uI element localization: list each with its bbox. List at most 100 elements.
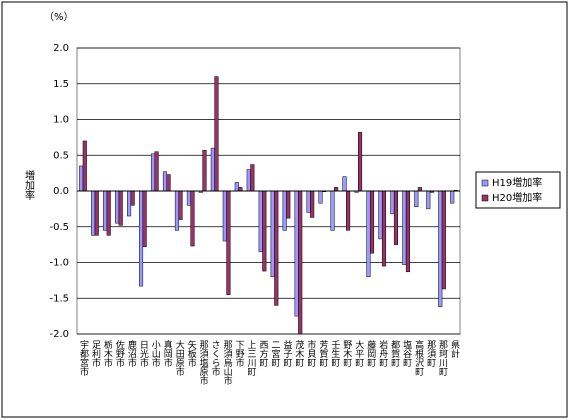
x-tick-label: 塩谷町 <box>401 339 412 367</box>
legend-swatch <box>481 179 489 187</box>
bar <box>190 190 195 247</box>
legend-label: H19増加率 <box>492 176 542 189</box>
bar <box>417 187 422 192</box>
x-tick-label: 栃木市 <box>102 339 113 368</box>
x-tick-label: 宇都宮市 <box>78 339 89 377</box>
x-tick-label: 県計 <box>449 340 460 359</box>
bar <box>226 190 231 295</box>
bar <box>238 187 243 192</box>
x-tick-label: 大平町 <box>353 339 364 367</box>
x-tick-label: 日光市 <box>138 340 149 368</box>
x-tick-label: 高根沢町 <box>413 339 424 376</box>
y-tick-label: 0.5 <box>53 150 69 161</box>
bar <box>358 132 363 192</box>
bar <box>130 190 135 206</box>
bar <box>154 151 159 192</box>
x-tick-label: 都賀町 <box>389 340 400 367</box>
bar <box>118 190 123 226</box>
bar <box>115 190 120 224</box>
x-tick-label: 二宮町 <box>269 340 280 367</box>
bar <box>426 190 431 210</box>
x-tick-label: 芳賀町 <box>317 339 328 367</box>
bar <box>381 190 387 267</box>
y-tick-label: 0.0 <box>53 186 69 197</box>
bar <box>270 190 275 278</box>
bar <box>178 190 183 220</box>
bar <box>258 190 263 253</box>
y-tick-label: 2.0 <box>53 43 69 54</box>
bar <box>82 140 87 192</box>
x-tick-label: さくら市 <box>210 340 221 377</box>
y-tick-label: 1.5 <box>53 79 69 90</box>
bar <box>103 190 108 231</box>
bar <box>402 190 407 265</box>
bar <box>298 190 303 335</box>
bar <box>174 190 179 231</box>
bar <box>294 190 299 317</box>
x-tick-label: 足利市 <box>90 340 101 368</box>
x-tick-label: 那須町 <box>425 340 436 367</box>
bar <box>274 190 279 306</box>
x-tick-label: 上三川町 <box>246 340 257 376</box>
legend-swatch <box>481 194 489 202</box>
y-tick-label: 1.0 <box>53 115 69 126</box>
bar <box>450 190 455 204</box>
x-tick-label: 佐野市 <box>114 339 125 368</box>
bar <box>414 190 419 207</box>
bar <box>330 190 335 231</box>
unit-label: （%） <box>44 11 74 23</box>
bar <box>214 76 219 192</box>
x-tick-label: 矢板市 <box>186 339 197 368</box>
y-tick-label: -0.5 <box>49 222 69 233</box>
x-tick-label: 市貝町 <box>305 339 316 367</box>
bar <box>262 190 267 272</box>
y-tick-label: -2.0 <box>49 329 69 340</box>
x-tick-label: 小山市 <box>150 340 161 368</box>
bar <box>234 182 239 192</box>
bar <box>106 190 111 236</box>
bar <box>366 190 371 278</box>
x-tick-label: 藤岡町 <box>365 339 376 367</box>
x-tick-label: 壬生町 <box>329 340 340 367</box>
bar <box>186 190 191 206</box>
bar <box>310 190 315 218</box>
bar <box>91 190 96 236</box>
bar <box>94 190 99 236</box>
bar <box>246 169 251 192</box>
bar <box>306 190 311 213</box>
bar <box>210 147 215 192</box>
bar <box>202 149 207 192</box>
x-tick-label: 那珂川町 <box>437 340 448 376</box>
bar <box>393 190 399 245</box>
bar <box>390 190 395 215</box>
y-tick-label: -1.0 <box>49 258 69 269</box>
bar <box>369 190 375 254</box>
bar <box>378 190 383 240</box>
bar <box>222 190 227 242</box>
legend <box>475 171 561 209</box>
y-tick-label: -1.5 <box>49 293 69 304</box>
bar <box>166 174 171 192</box>
x-tick-label: 益子町 <box>281 339 292 367</box>
bar <box>318 190 323 204</box>
bar <box>142 190 147 248</box>
x-tick-label: 那須烏山市 <box>222 340 233 386</box>
x-tick-label: 下野市 <box>234 340 245 368</box>
x-tick-label: 岩舟町 <box>377 339 388 367</box>
bar <box>282 190 287 231</box>
bar <box>346 190 351 231</box>
bar <box>342 176 347 192</box>
bar <box>79 165 84 192</box>
bar <box>250 164 255 192</box>
x-tick-label: 西方町 <box>258 340 269 367</box>
bar <box>162 171 168 192</box>
x-tick-label: 鹿沼市 <box>126 339 137 368</box>
bar <box>438 190 443 308</box>
x-tick-label: 真岡市 <box>162 339 173 368</box>
y-axis-label: 増加率 <box>23 169 35 201</box>
bar <box>286 190 291 219</box>
legend-label: H20増加率 <box>492 191 542 204</box>
bar <box>138 190 144 287</box>
